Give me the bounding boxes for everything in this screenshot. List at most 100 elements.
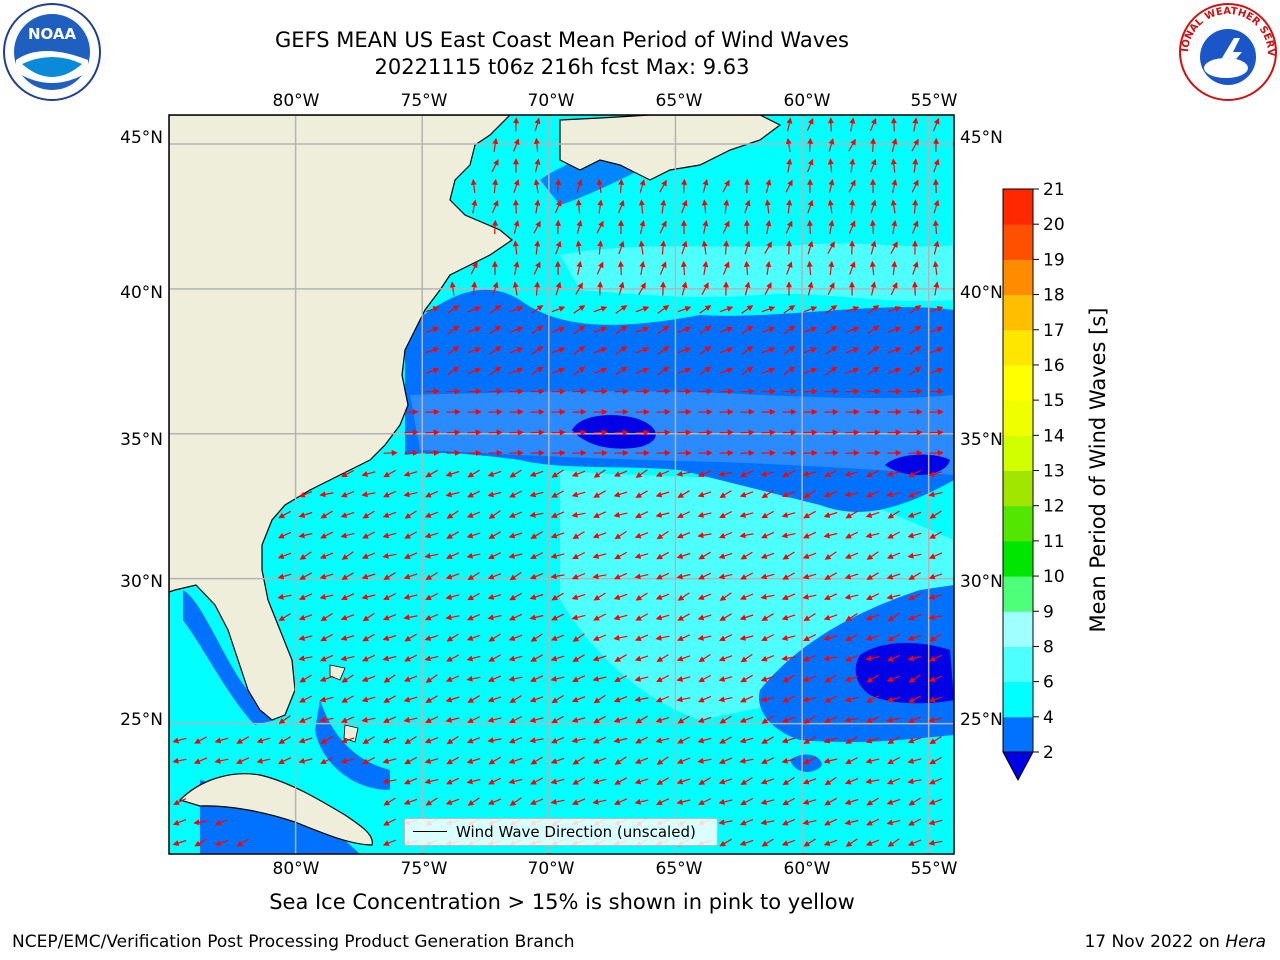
- wave-direction-arrow: [909, 366, 922, 376]
- wave-direction-arrow: [844, 491, 859, 498]
- wave-direction-arrow: [891, 138, 898, 152]
- wave-direction-arrow: [529, 798, 544, 805]
- producer-credit: NCEP/EMC/Verification Post Processing Pr…: [12, 932, 575, 952]
- wave-direction-arrow: [194, 736, 207, 744]
- wave-direction-arrow: [782, 470, 796, 477]
- wave-direction-arrow: [802, 593, 817, 600]
- wave-direction-arrow: [425, 592, 439, 601]
- wave-direction-arrow: [659, 179, 667, 193]
- wave-direction-arrow: [845, 326, 860, 333]
- wave-direction-arrow: [655, 470, 670, 477]
- wave-direction-arrow: [803, 613, 816, 622]
- wave-direction-arrow: [508, 655, 523, 662]
- wave-direction-arrow: [702, 220, 709, 234]
- wave-direction-arrow: [404, 777, 418, 785]
- wave-direction-arrow: [488, 633, 501, 642]
- wave-direction-arrow: [172, 757, 187, 764]
- wave-direction-arrow: [508, 778, 523, 785]
- wave-direction-arrow: [823, 716, 838, 723]
- colorbar-tick-label: 17: [1043, 321, 1065, 341]
- wave-direction-arrow: [869, 118, 877, 132]
- wave-direction-arrow: [908, 469, 921, 478]
- wave-direction-arrow: [298, 655, 313, 662]
- wave-direction-arrow: [886, 819, 901, 826]
- wave-direction-arrow: [723, 240, 730, 255]
- wave-direction-arrow: [890, 117, 897, 132]
- wave-direction-arrow: [867, 305, 880, 314]
- wave-direction-arrow: [319, 593, 334, 600]
- wave-direction-arrow: [744, 240, 751, 255]
- wave-direction-arrow: [701, 199, 708, 214]
- wave-direction-arrow: [491, 159, 499, 173]
- wave-direction-arrow: [660, 240, 667, 255]
- wave-direction-arrow: [467, 592, 480, 601]
- wave-direction-arrow: [866, 593, 880, 600]
- colorbar-under-extend: [1002, 751, 1034, 782]
- wave-direction-arrow: [848, 138, 856, 152]
- wave-direction-arrow: [445, 614, 460, 621]
- wave-direction-arrow: [340, 737, 355, 744]
- wave-direction-arrow: [571, 572, 586, 580]
- wave-direction-arrow: [362, 633, 375, 642]
- wave-direction-arrow: [573, 346, 586, 355]
- wave-direction-arrow: [659, 261, 667, 275]
- wave-direction-arrow: [907, 758, 922, 764]
- wave-direction-arrow: [740, 777, 753, 786]
- wave-direction-arrow: [698, 695, 712, 703]
- wave-direction-arrow: [403, 675, 418, 682]
- wave-direction-arrow: [635, 592, 648, 601]
- wave-direction-arrow: [425, 716, 439, 723]
- wave-direction-arrow: [531, 346, 544, 355]
- wave-direction-arrow: [890, 241, 898, 254]
- wave-direction-arrow: [383, 797, 396, 806]
- wave-direction-arrow: [592, 532, 607, 539]
- wave-direction-arrow: [909, 305, 922, 314]
- wave-direction-arrow: [761, 510, 774, 519]
- wave-direction-arrow: [681, 199, 688, 214]
- wave-direction-arrow: [467, 469, 480, 478]
- wave-direction-arrow: [445, 470, 460, 477]
- wave-direction-arrow: [870, 199, 877, 214]
- wave-direction-arrow: [531, 325, 544, 335]
- wave-direction-arrow: [361, 491, 376, 498]
- wave-direction-arrow: [618, 281, 625, 296]
- wave-direction-arrow: [761, 306, 776, 313]
- wave-direction-arrow: [701, 240, 708, 255]
- wave-direction-arrow: [929, 735, 942, 745]
- wave-direction-arrow: [760, 675, 775, 682]
- wave-direction-arrow: [487, 614, 502, 621]
- wave-direction-arrow: [639, 220, 646, 234]
- wave-direction-arrow: [869, 219, 876, 235]
- wave-direction-arrow: [466, 737, 481, 744]
- lon-tick-top: 70°W: [528, 91, 575, 111]
- lat-tick-right: 30°N: [960, 572, 1003, 592]
- wave-direction-arrow: [466, 511, 481, 518]
- wave-direction-arrow: [845, 306, 860, 313]
- wave-direction-arrow: [887, 633, 900, 642]
- wave-direction-arrow: [550, 634, 565, 641]
- wave-direction-arrow: [445, 696, 460, 703]
- lat-tick-labels-left: 45°N 40°N 35°N 30°N 25°N: [120, 128, 163, 730]
- wave-direction-arrow: [638, 240, 645, 255]
- colorbar-swatch: [1003, 470, 1033, 507]
- wave-direction-arrow: [887, 531, 901, 539]
- wave-direction-arrow: [424, 634, 439, 641]
- wave-direction-arrow: [806, 219, 813, 235]
- wave-direction-arrow: [698, 798, 712, 805]
- wave-direction-arrow: [907, 614, 922, 621]
- wave-direction-arrow: [845, 367, 860, 374]
- wave-direction-arrow: [886, 798, 901, 805]
- wave-direction-arrow: [740, 572, 754, 580]
- wave-direction-arrow: [529, 511, 544, 518]
- wave-direction-arrow: [764, 241, 772, 254]
- wave-direction-arrow: [509, 490, 523, 498]
- wave-direction-arrow: [823, 491, 838, 498]
- wave-direction-arrow: [849, 261, 856, 275]
- lat-tick-labels-right: 45°N 40°N 35°N 30°N 25°N: [960, 128, 1003, 730]
- wave-direction-arrow: [593, 736, 607, 744]
- wave-direction-arrow: [509, 571, 522, 581]
- wave-direction-arrow: [845, 633, 858, 642]
- wave-direction-arrow: [534, 199, 541, 214]
- wave-direction-arrow: [470, 178, 477, 193]
- wave-direction-arrow: [719, 306, 734, 313]
